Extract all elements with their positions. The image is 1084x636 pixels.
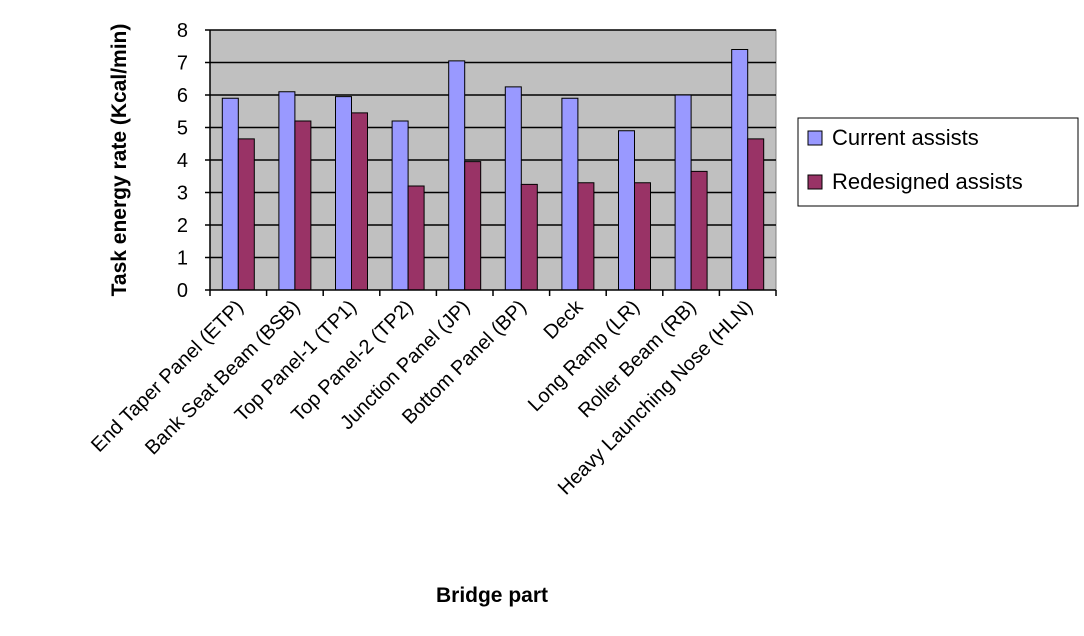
bar-redesigned-assists bbox=[464, 161, 482, 291]
bar-current-assists bbox=[448, 60, 466, 291]
y-tick-label: 6 bbox=[177, 85, 188, 107]
bar-current-assists bbox=[278, 91, 296, 291]
y-axis-title: Task energy rate (Kcal/min) bbox=[108, 24, 131, 297]
bar-current-assists bbox=[335, 96, 352, 291]
bars bbox=[221, 49, 765, 291]
bar-redesigned-assists bbox=[351, 112, 368, 291]
bar-redesigned-assists bbox=[634, 182, 651, 291]
y-tick-label: 7 bbox=[177, 53, 188, 75]
legend-label-current: Current assists bbox=[832, 125, 979, 150]
bar-redesigned-assists bbox=[294, 120, 312, 291]
bar-redesigned-assists bbox=[407, 185, 425, 291]
legend: Current assists Redesigned assists bbox=[797, 117, 1079, 207]
bar-current-assists bbox=[674, 94, 692, 291]
bar-current-assists bbox=[391, 120, 409, 291]
bar-redesigned-assists bbox=[690, 170, 708, 291]
y-tick-label: 0 bbox=[177, 280, 188, 302]
bar-current-assists bbox=[504, 86, 522, 291]
legend-box bbox=[797, 117, 1079, 207]
bar-redesigned-assists bbox=[577, 182, 595, 291]
x-category-label: Deck bbox=[540, 295, 588, 343]
legend-label-redesigned: Redesigned assists bbox=[832, 169, 1023, 194]
legend-swatch-current bbox=[807, 130, 823, 146]
bar-current-assists bbox=[731, 49, 749, 291]
y-tick-label: 8 bbox=[177, 20, 188, 42]
y-tick-label: 5 bbox=[177, 118, 188, 140]
y-tick-label: 2 bbox=[177, 215, 188, 237]
bar-current-assists bbox=[561, 97, 579, 291]
bar-redesigned-assists bbox=[520, 183, 538, 291]
bar-redesigned-assists bbox=[237, 138, 255, 291]
x-axis-title: Bridge part bbox=[436, 584, 548, 607]
y-tick-label: 3 bbox=[177, 183, 188, 205]
legend-swatch-redesigned bbox=[807, 174, 823, 190]
y-tick-label: 1 bbox=[177, 248, 188, 270]
y-tick-label: 4 bbox=[177, 150, 188, 172]
bar-current-assists bbox=[618, 130, 635, 291]
y-tick-labels: 0 1 2 3 4 5 6 7 8 bbox=[177, 20, 210, 302]
bar-current-assists bbox=[221, 97, 239, 291]
x-tick-labels: End Taper Panel (ETP)Bank Seat Beam (BSB… bbox=[87, 290, 777, 499]
bar-redesigned-assists bbox=[747, 138, 765, 291]
